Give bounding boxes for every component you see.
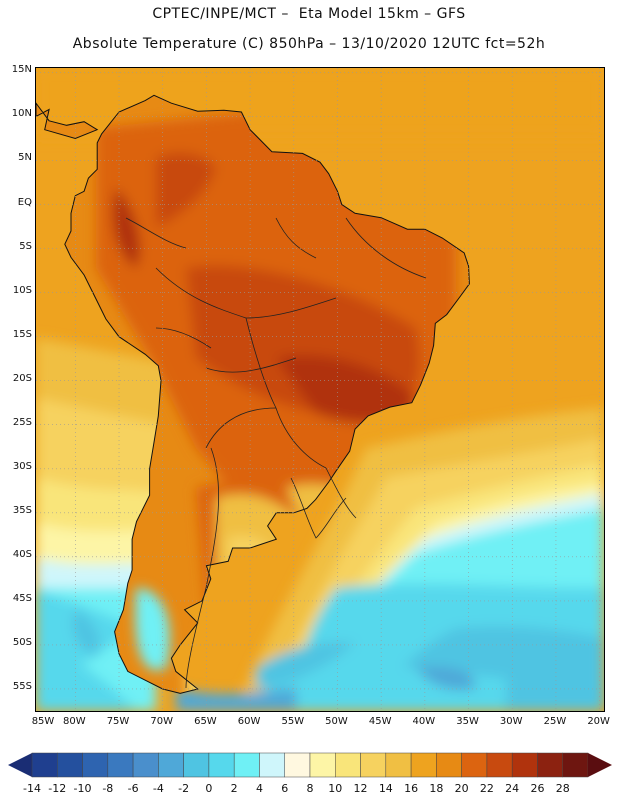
color-swatch <box>107 752 134 778</box>
latitude-label: 50S <box>12 636 32 648</box>
color-swatch <box>208 752 235 778</box>
color-swatch <box>132 752 159 778</box>
temperature-map <box>36 68 604 711</box>
colorbar-tick-label: -4 <box>152 782 164 795</box>
color-swatch <box>537 752 563 778</box>
latitude-label: 5N <box>18 152 32 164</box>
longitude-label: 80W <box>63 716 86 727</box>
longitude-label: 70W <box>150 716 174 727</box>
colorbar-tick-label: 12 <box>353 782 368 795</box>
colorbar-tick-label: 0 <box>205 782 213 795</box>
colorbar-tick-label: 28 <box>555 782 570 795</box>
longitude-label: 75W <box>106 716 130 727</box>
longitude-label: 85W <box>31 716 55 727</box>
colorbar-tick-label: 26 <box>530 782 545 795</box>
latitude-label: 30S <box>12 460 32 472</box>
longitude-label: 40W <box>412 716 436 727</box>
latitude-label: 35S <box>12 504 32 516</box>
longitude-label: 50W <box>325 716 348 727</box>
latitude-label: 10S <box>12 284 32 296</box>
latitude-label: 25S <box>12 416 32 428</box>
colorbar-tick-label: -2 <box>178 782 190 795</box>
color-swatch <box>183 752 210 778</box>
latitude-label: 15S <box>12 328 32 340</box>
colorbar-tick-label: 24 <box>505 782 520 795</box>
colorbar-tick-label: 4 <box>255 782 263 795</box>
latitude-label: EQ <box>17 196 32 208</box>
color-swatch <box>158 752 184 778</box>
colorbar-tick-label: 16 <box>404 782 419 795</box>
colorbar-tick-label: -10 <box>73 782 92 795</box>
color-swatch <box>436 752 462 778</box>
color-swatch <box>511 752 538 778</box>
color-swatch <box>486 752 513 778</box>
color-swatch <box>82 752 109 778</box>
graticule-grid <box>36 68 604 711</box>
latitude-label: 5S <box>19 240 32 252</box>
chart-title-line1: CPTEC/INPE/MCT – Eta Model 15km – GFS <box>152 6 466 22</box>
color-swatch <box>233 752 260 778</box>
colorbar-tick-label: 6 <box>281 782 289 795</box>
triangle-left-icon <box>8 753 32 777</box>
latitude-label: 10N <box>11 108 32 120</box>
colorbar-tick-label: -8 <box>102 782 114 795</box>
color-swatch <box>31 752 58 778</box>
color-swatch <box>385 752 412 778</box>
color-swatch <box>284 752 311 778</box>
longitude-label: 45W <box>368 716 392 727</box>
coastline <box>36 94 470 694</box>
longitude-label: 60W <box>237 716 261 727</box>
map-panel <box>35 67 605 712</box>
colorbar-tick-label: 8 <box>306 782 314 795</box>
color-swatch <box>360 752 387 778</box>
latitude-label: 40S <box>12 548 32 560</box>
longitude-label: 65W <box>194 716 217 727</box>
longitude-label: 25W <box>543 716 567 727</box>
longitude-label: 35W <box>456 716 479 727</box>
colorbar-tick-label: 14 <box>378 782 393 795</box>
color-swatch <box>259 752 285 778</box>
color-swatch <box>57 752 83 778</box>
longitude-label: 55W <box>281 716 305 727</box>
longitude-label: 30W <box>499 716 523 727</box>
colorbar-tick-label: 2 <box>230 782 238 795</box>
color-scale-bar <box>8 752 612 778</box>
colorbar-tick-label: 20 <box>454 782 469 795</box>
colorbar-tick-label: 10 <box>328 782 343 795</box>
color-swatch <box>461 752 488 778</box>
colorbar-tick-label: 18 <box>429 782 444 795</box>
colorbar-tick-label: -12 <box>48 782 67 795</box>
latitude-label: 55S <box>12 680 32 692</box>
color-swatch <box>309 752 336 778</box>
colorbar-tick-label: -14 <box>23 782 41 795</box>
latitude-label: 20S <box>12 372 32 384</box>
country-borders <box>125 217 427 689</box>
ocean-field <box>36 68 604 711</box>
color-swatch <box>562 752 589 778</box>
color-swatch <box>410 752 437 778</box>
latitude-label: 15N <box>11 64 32 76</box>
colorbar-tick-label: -6 <box>127 782 139 795</box>
latitude-label: 45S <box>12 592 32 604</box>
triangle-right-icon <box>588 753 612 777</box>
colorbar-tick-label: 22 <box>479 782 494 795</box>
chart-title-line2: Absolute Temperature (C) 850hPa – 13/10/… <box>72 36 546 52</box>
longitude-label: 20W <box>587 716 610 727</box>
color-swatch <box>335 752 361 778</box>
